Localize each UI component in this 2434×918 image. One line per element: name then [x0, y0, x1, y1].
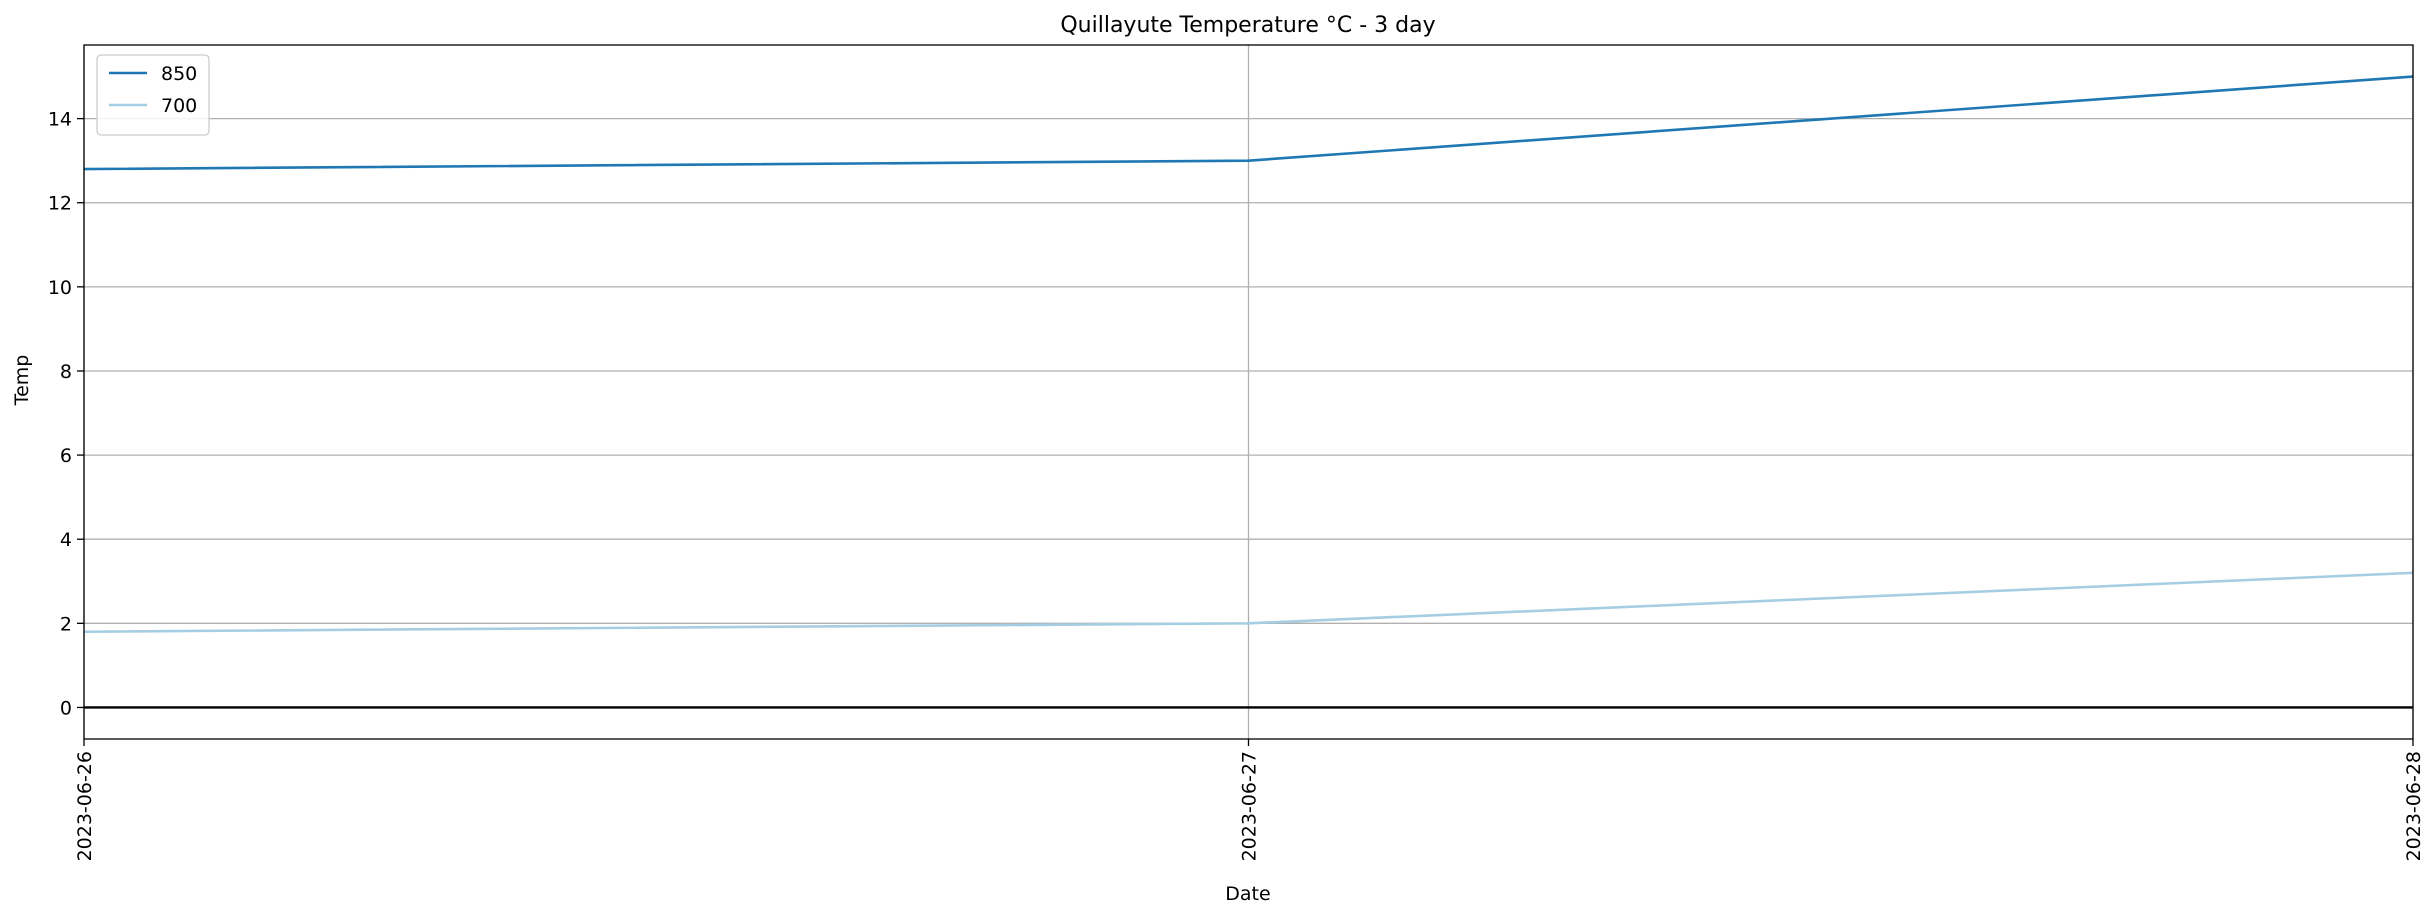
y-tick-label: 10 — [48, 277, 72, 299]
x-axis-label: Date — [1225, 883, 1270, 905]
x-tick-label: 2023-06-27 — [1239, 751, 1261, 861]
y-axis-label: Temp — [11, 355, 33, 407]
y-tick-label: 0 — [60, 697, 72, 719]
y-tick-label: 8 — [60, 361, 72, 383]
series-line-850 — [83, 75, 2414, 171]
y-tick-label: 12 — [48, 193, 72, 215]
legend-label-850: 850 — [161, 63, 197, 85]
y-tick-label: 6 — [60, 445, 72, 467]
x-tick-label: 2023-06-28 — [2403, 751, 2425, 861]
chart-title: Quillayute Temperature °C - 3 day — [1060, 13, 1435, 38]
legend-label-700: 700 — [161, 95, 197, 117]
y-tick-label: 2 — [60, 613, 72, 635]
legend-box — [96, 54, 210, 136]
y-tick-label: 14 — [48, 109, 72, 131]
series-line-700 — [83, 571, 2414, 634]
series-layer — [83, 75, 2414, 634]
x-tick-label: 2023-06-26 — [74, 751, 96, 861]
axis-ticks: 0 2 4 6 8 10 12 14 2023-06-26 2023-06-27 2023-06-2… — [48, 109, 2425, 862]
y-tick-label: 4 — [60, 529, 72, 551]
